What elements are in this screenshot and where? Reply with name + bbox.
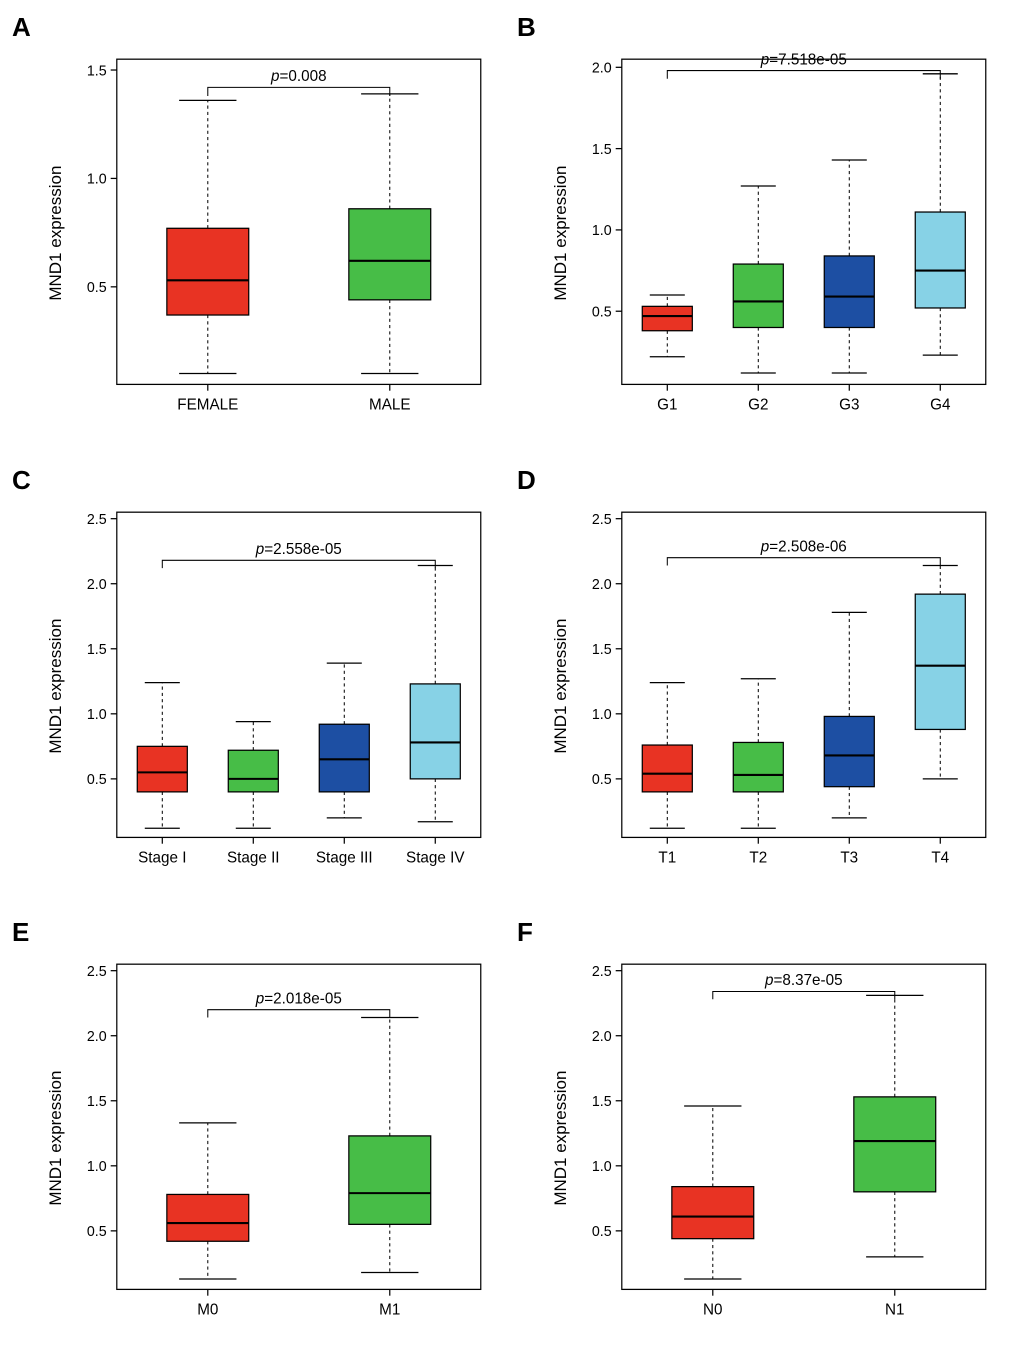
panel-letter: B: [517, 12, 536, 43]
svg-text:2.0: 2.0: [592, 1029, 612, 1045]
svg-text:1.0: 1.0: [592, 1159, 612, 1175]
svg-text:M0: M0: [197, 1302, 218, 1319]
plot-D: 0.5 1.0 1.5 2.0 2.5 T1 T2 T3 T4 p=2.508e-06: [573, 487, 1000, 886]
svg-text:N1: N1: [885, 1302, 904, 1319]
svg-text:2.0: 2.0: [87, 576, 107, 592]
plot-F: 0.5 1.0 1.5 2.0 2.5 N0 N1 p=8.37e-05: [573, 939, 1000, 1338]
svg-text:Stage III: Stage III: [316, 849, 373, 866]
svg-text:p=2.508e-06: p=2.508e-06: [760, 538, 847, 555]
y-axis-label: MND1 expression: [44, 34, 68, 433]
panel-A: A MND1 expression 0.51.01.5FEMALEMALEp=0…: [20, 20, 495, 433]
svg-text:T2: T2: [749, 849, 767, 866]
plot-E: 0.5 1.0 1.5 2.0 2.5 M0 M1 p=2.018e-05: [68, 939, 495, 1338]
svg-text:0.5: 0.5: [592, 772, 612, 788]
panel-letter: C: [12, 465, 31, 496]
svg-text:Stage IV: Stage IV: [406, 849, 465, 866]
panel-E: E MND1 expression 0.51.01.52.02.5M0M1p=2…: [20, 925, 495, 1338]
svg-text:0.5: 0.5: [592, 304, 612, 320]
svg-text:1.5: 1.5: [87, 63, 107, 79]
svg-text:T1: T1: [658, 849, 676, 866]
svg-text:N0: N0: [703, 1302, 722, 1319]
y-axis-label: MND1 expression: [549, 939, 573, 1338]
plot-B: 0.5 1.0 1.5 2.0 G1 G2 G3 G4 p=7.518e-05: [573, 34, 1000, 433]
y-axis-label: MND1 expression: [549, 487, 573, 886]
panel-letter: E: [12, 917, 29, 948]
svg-text:p=2.018e-05: p=2.018e-05: [255, 991, 342, 1008]
svg-text:1.5: 1.5: [87, 641, 107, 657]
svg-text:2.5: 2.5: [87, 964, 107, 980]
svg-text:p=8.37e-05: p=8.37e-05: [764, 972, 843, 989]
svg-text:1.0: 1.0: [592, 707, 612, 723]
svg-text:2.5: 2.5: [87, 511, 107, 527]
svg-text:2.0: 2.0: [592, 576, 612, 592]
svg-text:0.5: 0.5: [87, 772, 107, 788]
svg-text:1.0: 1.0: [87, 707, 107, 723]
svg-text:p=0.008: p=0.008: [270, 68, 327, 85]
svg-text:0.5: 0.5: [87, 280, 107, 296]
plot-A: 0.5 1.0 1.5 FEMALE MALE p=0.008: [68, 34, 495, 433]
panel-letter: A: [12, 12, 31, 43]
svg-text:G4: G4: [930, 396, 951, 413]
figure-grid: A MND1 expression 0.51.01.5FEMALEMALEp=0…: [20, 20, 1000, 1338]
panel-B: B MND1 expression 0.51.01.52.0G1G2G3G4p=…: [525, 20, 1000, 433]
svg-text:T3: T3: [840, 849, 858, 866]
svg-text:1.5: 1.5: [87, 1094, 107, 1110]
panel-F: F MND1 expression 0.51.01.52.02.5N0N1p=8…: [525, 925, 1000, 1338]
svg-text:2.0: 2.0: [87, 1029, 107, 1045]
svg-text:M1: M1: [379, 1302, 400, 1319]
svg-text:Stage II: Stage II: [227, 849, 280, 866]
svg-text:G1: G1: [657, 396, 677, 413]
panel-letter: F: [517, 917, 533, 948]
svg-text:1.0: 1.0: [87, 171, 107, 187]
svg-text:G2: G2: [748, 396, 768, 413]
svg-text:1.5: 1.5: [592, 142, 612, 158]
svg-text:0.5: 0.5: [592, 1224, 612, 1240]
svg-text:0.5: 0.5: [87, 1224, 107, 1240]
panel-letter: D: [517, 465, 536, 496]
svg-text:1.5: 1.5: [592, 1094, 612, 1110]
svg-text:FEMALE: FEMALE: [177, 396, 238, 413]
y-axis-label: MND1 expression: [549, 34, 573, 433]
svg-text:G3: G3: [839, 396, 859, 413]
svg-text:1.0: 1.0: [87, 1159, 107, 1175]
panel-D: D MND1 expression 0.51.01.52.02.5T1T2T3T…: [525, 473, 1000, 886]
svg-text:Stage I: Stage I: [138, 849, 186, 866]
svg-text:2.0: 2.0: [592, 60, 612, 76]
svg-text:2.5: 2.5: [592, 964, 612, 980]
y-axis-label: MND1 expression: [44, 487, 68, 886]
plot-C: 0.5 1.0 1.5 2.0 2.5 Stage I Stage II Stage III S…: [68, 487, 495, 886]
svg-text:1.0: 1.0: [592, 223, 612, 239]
y-axis-label: MND1 expression: [44, 939, 68, 1338]
svg-text:1.5: 1.5: [592, 641, 612, 657]
svg-text:2.5: 2.5: [592, 511, 612, 527]
svg-text:p=7.518e-05: p=7.518e-05: [760, 51, 847, 68]
svg-text:T4: T4: [931, 849, 949, 866]
panel-C: C MND1 expression 0.51.01.52.02.5Stage I…: [20, 473, 495, 886]
svg-text:p=2.558e-05: p=2.558e-05: [255, 540, 342, 557]
svg-text:MALE: MALE: [369, 396, 411, 413]
